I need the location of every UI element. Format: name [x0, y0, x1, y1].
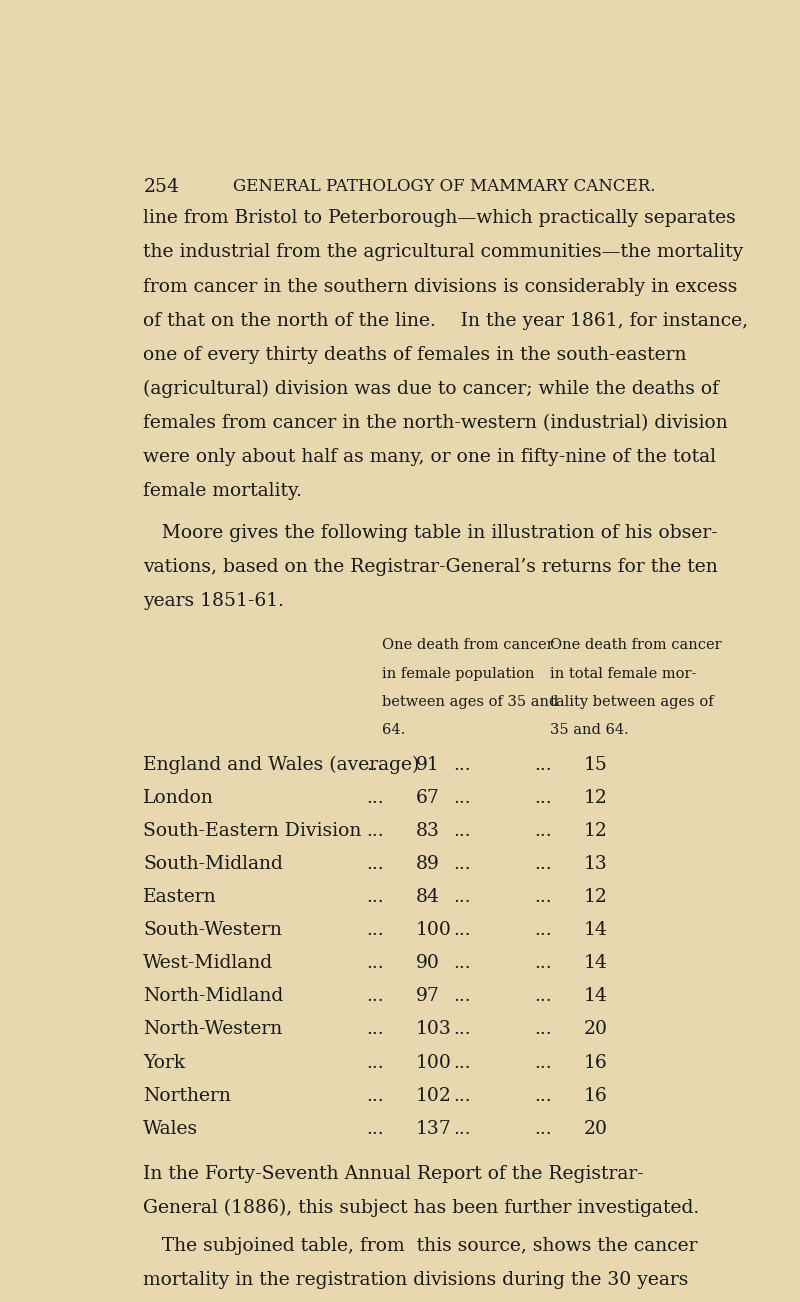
Text: 14: 14 — [584, 987, 607, 1005]
Text: 35 and 64.: 35 and 64. — [550, 723, 628, 737]
Text: line from Bristol to Peterborough—which practically separates: line from Bristol to Peterborough—which … — [143, 210, 736, 228]
Text: ...: ... — [534, 855, 552, 874]
Text: 16: 16 — [584, 1087, 607, 1104]
Text: 84: 84 — [416, 888, 440, 906]
Text: ...: ... — [534, 1087, 552, 1104]
Text: ...: ... — [366, 755, 384, 773]
Text: 100: 100 — [416, 922, 452, 939]
Text: ...: ... — [534, 1053, 552, 1072]
Text: ...: ... — [366, 1120, 384, 1138]
Text: (agricultural) division was due to cancer; while the deaths of: (agricultural) division was due to cance… — [143, 380, 719, 398]
Text: ...: ... — [534, 922, 552, 939]
Text: female mortality.: female mortality. — [143, 482, 302, 500]
Text: vations, based on the Registrar-General’s returns for the ten: vations, based on the Registrar-General’… — [143, 559, 718, 577]
Text: 12: 12 — [584, 789, 607, 807]
Text: 91: 91 — [416, 755, 440, 773]
Text: Eastern: Eastern — [143, 888, 217, 906]
Text: were only about half as many, or one in fifty-nine of the total: were only about half as many, or one in … — [143, 448, 717, 466]
Text: ...: ... — [366, 822, 384, 840]
Text: ...: ... — [454, 1120, 471, 1138]
Text: from cancer in the southern divisions is considerably in excess: from cancer in the southern divisions is… — [143, 277, 738, 296]
Text: ...: ... — [534, 888, 552, 906]
Text: ...: ... — [454, 1053, 471, 1072]
Text: ...: ... — [366, 888, 384, 906]
Text: Northern: Northern — [143, 1087, 231, 1104]
Text: ...: ... — [454, 855, 471, 874]
Text: ...: ... — [454, 987, 471, 1005]
Text: ...: ... — [534, 1021, 552, 1039]
Text: ...: ... — [454, 1087, 471, 1104]
Text: one of every thirty deaths of females in the south-eastern: one of every thirty deaths of females in… — [143, 346, 687, 363]
Text: 90: 90 — [416, 954, 440, 973]
Text: West-Midland: West-Midland — [143, 954, 274, 973]
Text: 15: 15 — [584, 755, 607, 773]
Text: 103: 103 — [416, 1021, 452, 1039]
Text: York: York — [143, 1053, 186, 1072]
Text: 137: 137 — [416, 1120, 452, 1138]
Text: ...: ... — [534, 789, 552, 807]
Text: 12: 12 — [584, 888, 607, 906]
Text: ...: ... — [366, 855, 384, 874]
Text: ...: ... — [534, 822, 552, 840]
Text: ...: ... — [366, 789, 384, 807]
Text: 83: 83 — [416, 822, 440, 840]
Text: ...: ... — [366, 1053, 384, 1072]
Text: 102: 102 — [416, 1087, 452, 1104]
Text: The subjoined table, from  this source, shows the cancer: The subjoined table, from this source, s… — [143, 1237, 698, 1255]
Text: One death from cancer: One death from cancer — [550, 638, 721, 652]
Text: ...: ... — [366, 922, 384, 939]
Text: of that on the north of the line.  In the year 1861, for instance,: of that on the north of the line. In the… — [143, 311, 749, 329]
Text: 64.: 64. — [382, 723, 406, 737]
Text: South-Eastern Division: South-Eastern Division — [143, 822, 362, 840]
Text: General (1886), this subject has been further investigated.: General (1886), this subject has been fu… — [143, 1199, 700, 1217]
Text: Moore gives the following table in illustration of his obser-: Moore gives the following table in illus… — [143, 525, 718, 542]
Text: females from cancer in the north-western (industrial) division: females from cancer in the north-western… — [143, 414, 728, 432]
Text: mortality in the registration divisions during the 30 years: mortality in the registration divisions … — [143, 1271, 689, 1289]
Text: ...: ... — [366, 954, 384, 973]
Text: ...: ... — [534, 755, 552, 773]
Text: ...: ... — [454, 755, 471, 773]
Text: ...: ... — [454, 822, 471, 840]
Text: in female population: in female population — [382, 667, 534, 681]
Text: In the Forty-Seventh Annual Report of the Registrar-: In the Forty-Seventh Annual Report of th… — [143, 1165, 644, 1182]
Text: Wales: Wales — [143, 1120, 198, 1138]
Text: North-Midland: North-Midland — [143, 987, 284, 1005]
Text: GENERAL PATHOLOGY OF MAMMARY CANCER.: GENERAL PATHOLOGY OF MAMMARY CANCER. — [234, 178, 656, 195]
Text: South-Midland: South-Midland — [143, 855, 283, 874]
Text: ...: ... — [366, 1021, 384, 1039]
Text: between ages of 35 and: between ages of 35 and — [382, 694, 558, 708]
Text: 12: 12 — [584, 822, 607, 840]
Text: London: London — [143, 789, 214, 807]
Text: tality between ages of: tality between ages of — [550, 694, 713, 708]
Text: the industrial from the agricultural communities—the mortality: the industrial from the agricultural com… — [143, 243, 744, 262]
Text: 20: 20 — [584, 1120, 608, 1138]
Text: ...: ... — [454, 954, 471, 973]
Text: ...: ... — [454, 888, 471, 906]
Text: 97: 97 — [416, 987, 440, 1005]
Text: North-Western: North-Western — [143, 1021, 282, 1039]
Text: ...: ... — [366, 1087, 384, 1104]
Text: ...: ... — [454, 1021, 471, 1039]
Text: years 1851-61.: years 1851-61. — [143, 592, 285, 611]
Text: 100: 100 — [416, 1053, 452, 1072]
Text: 67: 67 — [416, 789, 440, 807]
Text: 13: 13 — [584, 855, 607, 874]
Text: England and Wales (average): England and Wales (average) — [143, 755, 420, 773]
Text: South-Western: South-Western — [143, 922, 282, 939]
Text: 16: 16 — [584, 1053, 607, 1072]
Text: 254: 254 — [143, 178, 179, 197]
Text: One death from cancer: One death from cancer — [382, 638, 554, 652]
Text: ...: ... — [534, 954, 552, 973]
Text: ...: ... — [454, 922, 471, 939]
Text: ...: ... — [534, 1120, 552, 1138]
Text: 14: 14 — [584, 954, 607, 973]
Text: 14: 14 — [584, 922, 607, 939]
Text: 89: 89 — [416, 855, 440, 874]
Text: ...: ... — [534, 987, 552, 1005]
Text: 20: 20 — [584, 1021, 608, 1039]
Text: in total female mor-: in total female mor- — [550, 667, 696, 681]
Text: ...: ... — [366, 987, 384, 1005]
Text: ...: ... — [454, 789, 471, 807]
